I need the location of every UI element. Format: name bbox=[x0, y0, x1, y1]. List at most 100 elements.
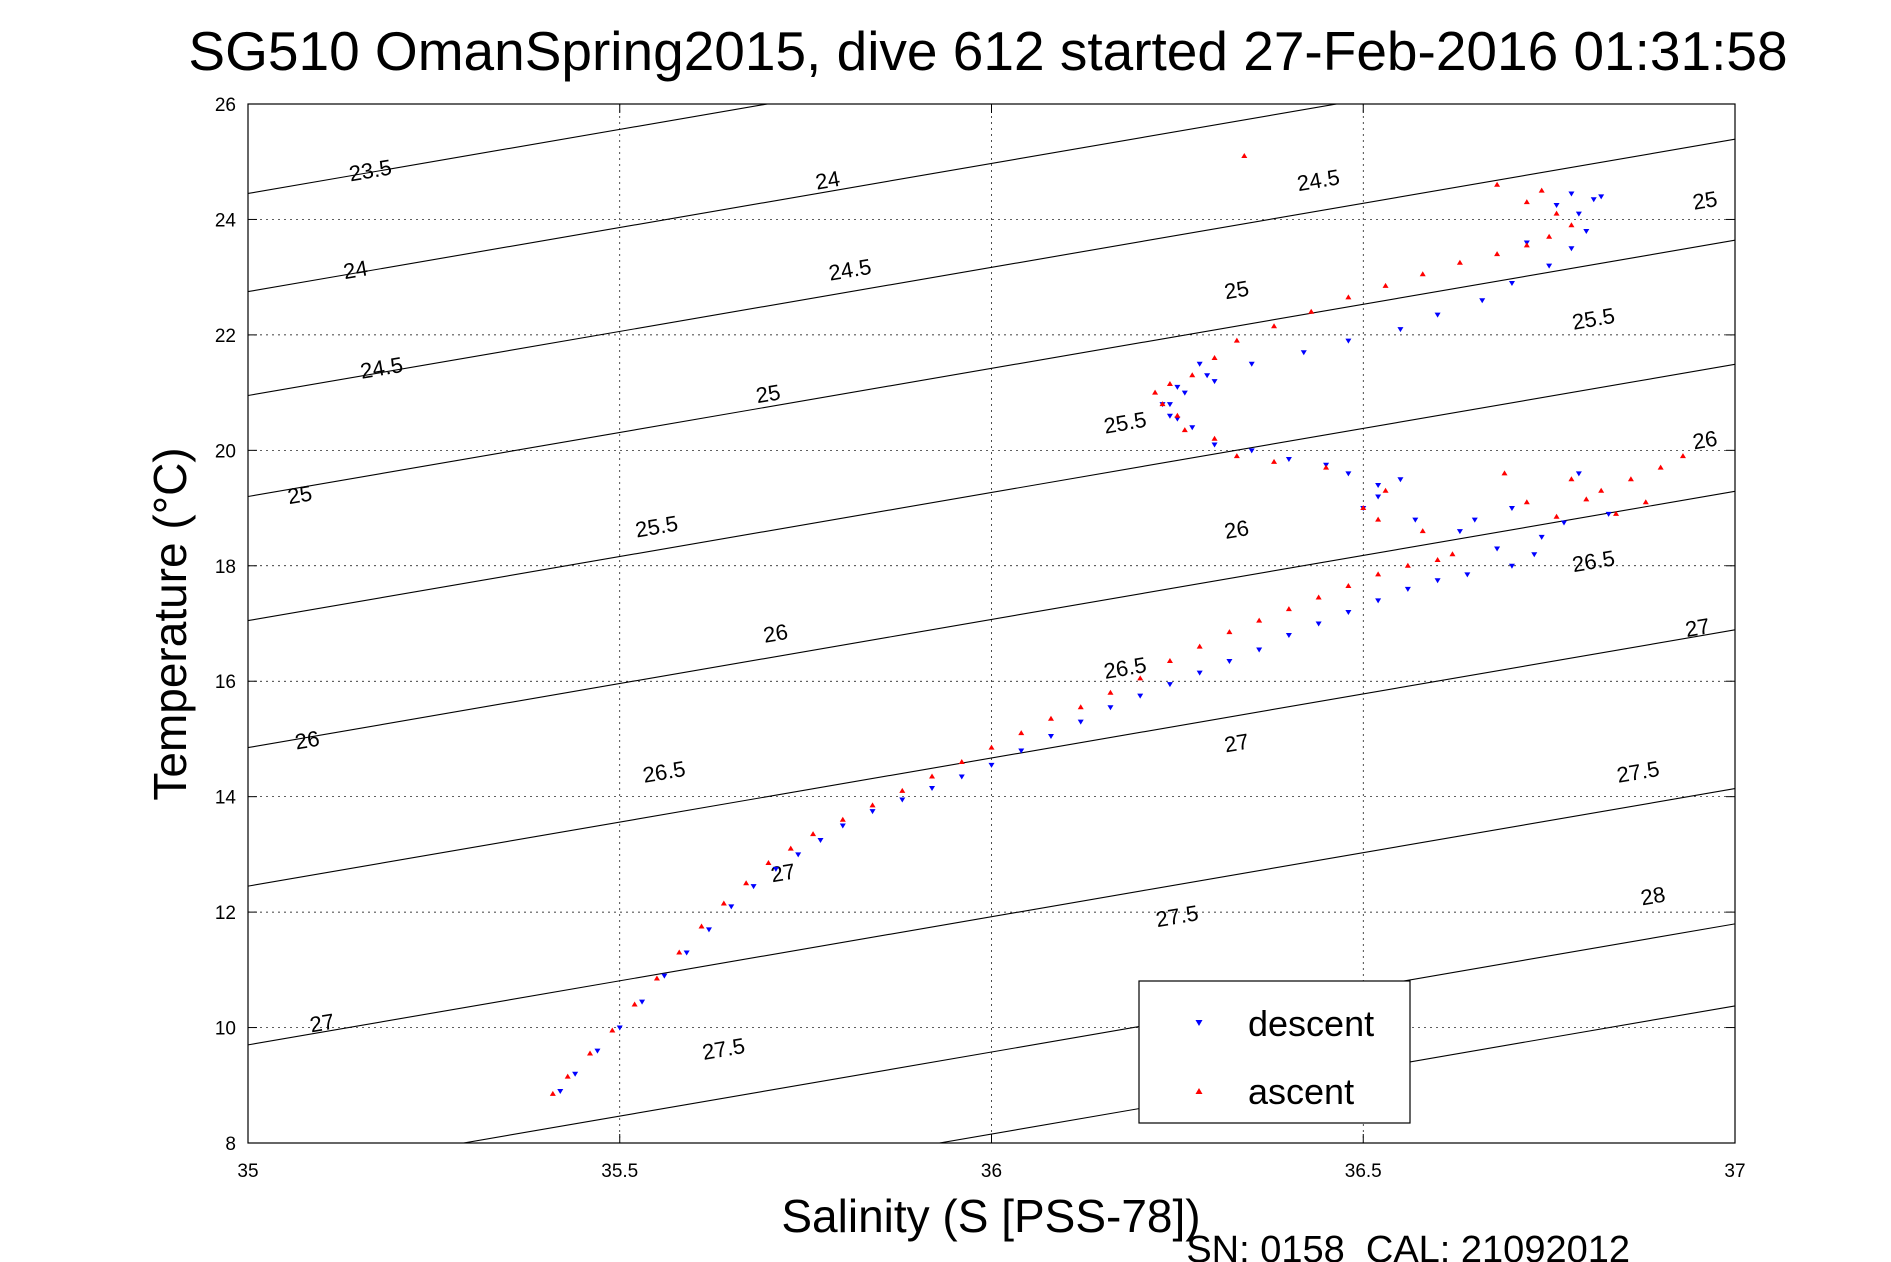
ascent-point bbox=[1523, 499, 1530, 505]
ascent-point bbox=[1627, 476, 1634, 482]
ascent-point bbox=[1211, 435, 1218, 441]
ascent-point bbox=[839, 816, 846, 822]
ascent-point bbox=[1107, 689, 1114, 695]
ascent-point bbox=[676, 949, 683, 955]
descent-point bbox=[1531, 552, 1538, 558]
descent-point bbox=[1553, 203, 1560, 209]
ascent-point bbox=[1137, 675, 1144, 681]
descent-point bbox=[1590, 197, 1597, 203]
descent-point bbox=[1107, 705, 1114, 711]
ascent-point bbox=[1375, 571, 1382, 577]
grid bbox=[248, 104, 1735, 1143]
ascent-point bbox=[1211, 354, 1218, 360]
descent-point bbox=[1345, 338, 1352, 344]
descent-point bbox=[1605, 511, 1612, 517]
legend: descent ascent bbox=[1138, 980, 1411, 1124]
ascent-point bbox=[1345, 582, 1352, 588]
ascent-point bbox=[1166, 658, 1173, 664]
y-tick-label: 14 bbox=[215, 788, 237, 809]
descent-point bbox=[1583, 228, 1590, 234]
x-tick-label: 35.5 bbox=[601, 1161, 638, 1182]
descent-point bbox=[594, 1048, 601, 1054]
ascent-point bbox=[1166, 380, 1173, 386]
ascent-point bbox=[1181, 427, 1188, 433]
contour-label: 27 bbox=[1222, 729, 1250, 758]
ascent-point bbox=[1189, 372, 1196, 378]
descent-point bbox=[1404, 586, 1411, 592]
descent-point bbox=[705, 927, 712, 933]
descent-point bbox=[661, 973, 668, 979]
descent-point bbox=[1174, 384, 1181, 390]
ascent-point bbox=[1233, 453, 1240, 459]
ascent-point bbox=[1568, 476, 1575, 482]
descent-point bbox=[1471, 517, 1478, 523]
descent-point bbox=[1375, 494, 1382, 500]
ascent-point bbox=[743, 880, 750, 886]
contour-label: 25 bbox=[754, 379, 782, 408]
footer-calibration: SN: 0158 CAL: 21092012 bbox=[1186, 1229, 1630, 1262]
ascent-point bbox=[1159, 401, 1166, 407]
ascent-point bbox=[1434, 557, 1441, 563]
contour-label: 26 bbox=[761, 619, 789, 648]
descent-point bbox=[1166, 402, 1173, 408]
x-tick-label: 36 bbox=[981, 1161, 1002, 1182]
y-tick-label: 12 bbox=[215, 903, 236, 924]
ascent-point bbox=[1226, 629, 1233, 635]
descent-point bbox=[1077, 719, 1084, 725]
descent-point bbox=[572, 1071, 579, 1077]
descent-point bbox=[1226, 659, 1233, 665]
ascent-point bbox=[1419, 271, 1426, 277]
contour-label: 25 bbox=[286, 480, 314, 509]
ascent-point bbox=[1642, 499, 1649, 505]
ascent-point bbox=[609, 1027, 616, 1033]
ascent-point bbox=[1449, 551, 1456, 557]
ascent-point bbox=[698, 923, 705, 929]
ascent-point bbox=[1538, 187, 1545, 193]
descent-point bbox=[1434, 312, 1441, 318]
y-tick-label: 18 bbox=[215, 557, 236, 578]
descent-point bbox=[750, 884, 757, 890]
y-tick-label: 24 bbox=[215, 210, 237, 231]
ascent-point bbox=[1285, 606, 1292, 612]
ascent-point bbox=[1613, 510, 1620, 516]
ascent-point bbox=[1494, 181, 1501, 187]
ascent-point bbox=[1345, 294, 1352, 300]
ascent-point bbox=[765, 860, 772, 866]
contour-label: 27 bbox=[308, 1009, 336, 1038]
descent-point bbox=[1397, 477, 1404, 483]
descent-point bbox=[1181, 390, 1188, 396]
y-tick-label: 22 bbox=[215, 326, 236, 347]
x-axis-label: Salinity (S [PSS-78]) bbox=[781, 1190, 1200, 1242]
descent-point bbox=[1315, 621, 1322, 627]
x-axis-ticks: 35 35.5 36 36.5 37 bbox=[237, 104, 1746, 1182]
ascent-point bbox=[1583, 496, 1590, 502]
descent-point bbox=[1211, 379, 1218, 385]
density-contour-line bbox=[248, 788, 1735, 1046]
ascent-point bbox=[1501, 470, 1508, 476]
descent-point bbox=[1174, 416, 1181, 422]
density-contours bbox=[248, 104, 1735, 1143]
descent-point bbox=[772, 866, 779, 872]
ascent-point bbox=[1018, 730, 1025, 736]
descent-point bbox=[1166, 682, 1173, 688]
ascent-point bbox=[1546, 233, 1553, 239]
descent-point bbox=[639, 999, 646, 1005]
ascent-point bbox=[1323, 464, 1330, 470]
descent-point bbox=[728, 904, 735, 910]
descent-point bbox=[1189, 425, 1196, 431]
descent-point bbox=[1248, 448, 1255, 454]
ascent-point bbox=[1256, 617, 1263, 623]
ascent-point bbox=[587, 1050, 594, 1056]
ascent-point bbox=[929, 773, 936, 779]
y-tick-label: 10 bbox=[215, 1019, 236, 1040]
descent-point bbox=[1575, 211, 1582, 217]
descent-point bbox=[1248, 361, 1255, 367]
ascent-point bbox=[1315, 594, 1322, 600]
ascent-point bbox=[810, 831, 817, 837]
descent-point bbox=[1464, 572, 1471, 578]
density-contour-line bbox=[463, 923, 1735, 1143]
ascent-point bbox=[1553, 513, 1560, 519]
descent-point bbox=[1508, 280, 1515, 286]
contour-label: 26 bbox=[293, 726, 321, 755]
